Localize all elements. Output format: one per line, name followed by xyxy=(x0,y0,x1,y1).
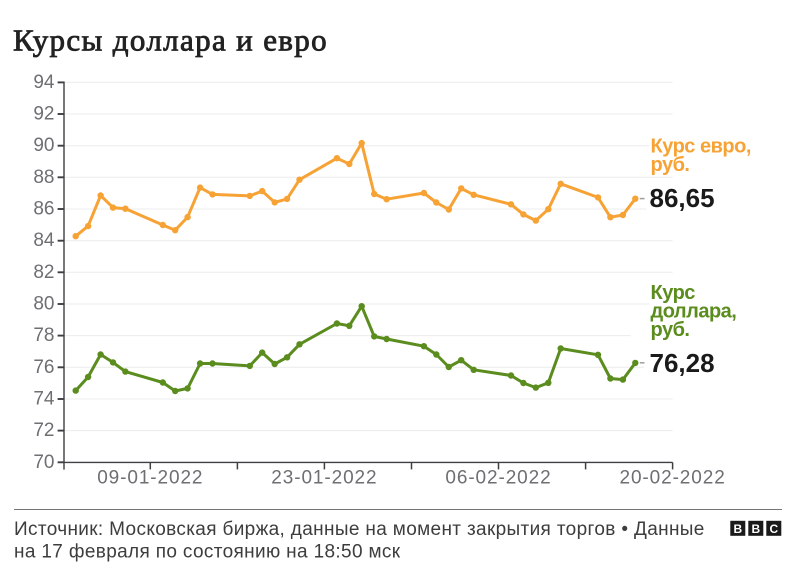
svg-text:C: C xyxy=(769,522,778,536)
svg-text:84: 84 xyxy=(33,230,55,251)
svg-text:Курс евро,: Курс евро, xyxy=(651,136,751,158)
svg-text:72: 72 xyxy=(33,420,54,441)
svg-text:на 17 февраля по состоянию на: на 17 февраля по состоянию на 18:50 мск xyxy=(14,541,401,562)
svg-text:B: B xyxy=(751,522,760,536)
svg-text:86: 86 xyxy=(33,199,54,220)
svg-text:92: 92 xyxy=(33,104,54,125)
svg-text:руб.: руб. xyxy=(651,319,690,341)
svg-text:90: 90 xyxy=(33,135,54,156)
svg-text:доллара,: доллара, xyxy=(651,301,737,323)
svg-text:23-01-2022: 23-01-2022 xyxy=(271,468,377,489)
svg-text:76,28: 76,28 xyxy=(650,348,715,378)
svg-text:70: 70 xyxy=(33,452,54,473)
svg-text:09-01-2022: 09-01-2022 xyxy=(97,468,203,489)
svg-text:Курсы доллара и евро: Курсы доллара и евро xyxy=(13,23,328,58)
svg-text:B: B xyxy=(733,522,742,536)
svg-text:94: 94 xyxy=(33,72,55,93)
svg-text:Источник: Московская биржа, да: Источник: Московская биржа, данные на мо… xyxy=(14,519,705,540)
svg-text:80: 80 xyxy=(33,294,54,315)
svg-text:88: 88 xyxy=(33,167,54,188)
svg-text:Курс: Курс xyxy=(651,282,696,304)
svg-text:86,65: 86,65 xyxy=(650,183,715,213)
svg-text:74: 74 xyxy=(33,389,55,410)
svg-text:76: 76 xyxy=(33,357,54,378)
svg-text:20-02-2022: 20-02-2022 xyxy=(619,468,725,489)
svg-text:82: 82 xyxy=(33,262,54,283)
svg-text:руб.: руб. xyxy=(651,154,690,176)
svg-text:78: 78 xyxy=(33,325,54,346)
svg-text:06-02-2022: 06-02-2022 xyxy=(445,468,551,489)
